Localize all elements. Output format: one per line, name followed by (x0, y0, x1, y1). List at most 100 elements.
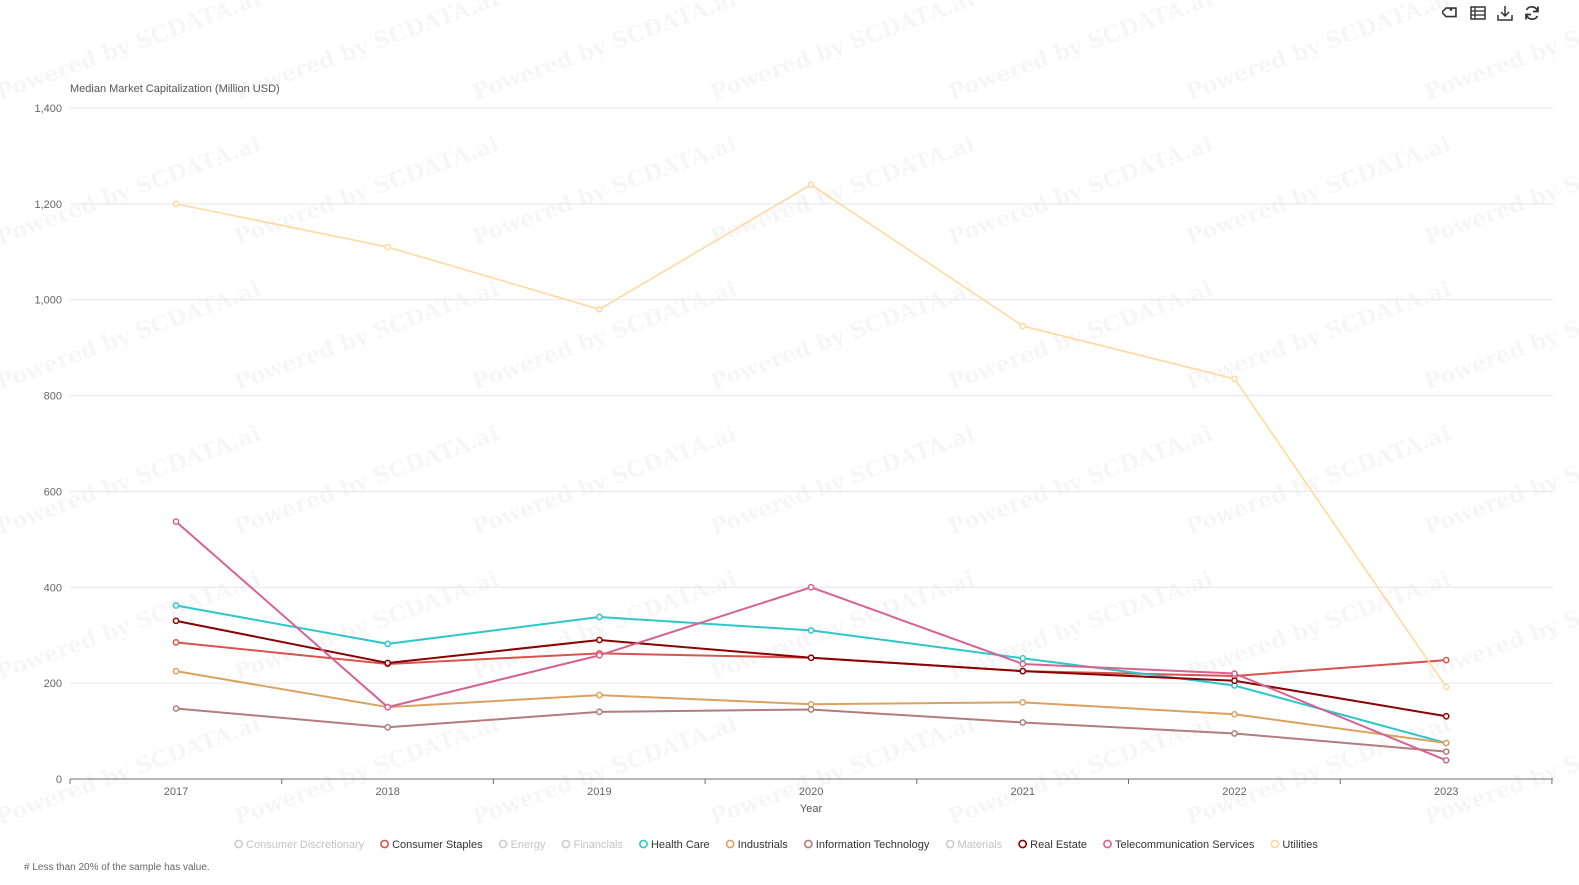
legend-label: Financials (573, 839, 623, 851)
data-view-icon[interactable] (1469, 4, 1487, 22)
data-point (1442, 739, 1450, 747)
legend-label: Real Estate (1030, 839, 1087, 851)
legend: Consumer Discretionary Consumer Staples En… (234, 839, 1318, 851)
data-point (384, 659, 392, 667)
legend-item-energy[interactable]: Energy (498, 839, 546, 851)
footnote: # Less than 20% of the sample has value. (24, 862, 210, 873)
y-tick-label: 1,400 (34, 103, 62, 115)
data-point (596, 651, 603, 659)
series-real-estate (172, 617, 1450, 720)
data-point (1019, 660, 1027, 668)
data-point (1019, 667, 1027, 675)
x-tick-label: 2021 (1011, 786, 1035, 798)
legend-marker (1270, 839, 1280, 849)
legend-marker (234, 839, 244, 849)
series-information-technology (172, 705, 1450, 756)
legend-marker (803, 839, 813, 849)
data-point (384, 703, 392, 711)
legend-marker (1103, 839, 1112, 849)
legend-item-information-technology[interactable]: Information Technology (803, 839, 930, 851)
data-point (384, 723, 392, 731)
data-point (1019, 654, 1027, 662)
x-tick-label: 2018 (375, 786, 399, 798)
legend-item-telecommunication-services[interactable]: Telecommunication Services (1103, 839, 1255, 851)
data-point (807, 583, 815, 591)
x-tick-label: 2017 (164, 786, 188, 798)
series-telecommunication-services (172, 518, 1450, 764)
grid-lines (70, 107, 1553, 684)
data-point (1231, 730, 1238, 737)
x-axis-label: Year (800, 803, 823, 815)
legend-label: Energy (511, 839, 546, 851)
data-point (807, 181, 815, 189)
series-utilities (172, 181, 1450, 691)
x-axis: 2017 2018 2019 2020 2021 2022 2023 (69, 778, 1553, 798)
y-tick-label: 400 (44, 582, 62, 594)
series-lines (172, 181, 1450, 764)
data-point (1231, 670, 1238, 677)
y-tick-label: 0 (56, 774, 62, 786)
legend-item-real-estate[interactable]: Real Estate (1018, 839, 1087, 851)
legend-label: Telecommunication Services (1115, 839, 1255, 851)
legend-marker (498, 839, 508, 849)
data-point (807, 627, 815, 634)
legend-item-consumer-staples[interactable]: Consumer Staples (380, 839, 483, 851)
series-line (175, 707, 1447, 753)
data-point (1442, 683, 1450, 691)
legend-item-materials[interactable]: Materials (945, 839, 1003, 851)
data-point (596, 305, 603, 313)
refresh-icon[interactable] (1523, 4, 1541, 22)
legend-label: Consumer Staples (392, 839, 483, 851)
legend-item-financials[interactable]: Financials (561, 839, 623, 851)
data-point (596, 708, 603, 716)
data-point (596, 691, 603, 699)
legend-label: Materials (958, 839, 1003, 851)
legend-label: Information Technology (816, 839, 930, 851)
data-point (807, 706, 815, 713)
data-point (1231, 710, 1238, 718)
legend-marker (725, 839, 735, 849)
data-point (384, 640, 392, 648)
data-point (1019, 322, 1027, 330)
legend-marker (1018, 839, 1028, 849)
y-tick-label: 200 (44, 678, 62, 690)
data-point (807, 700, 815, 708)
download-icon[interactable] (1496, 4, 1514, 22)
y-tick-label: 600 (44, 486, 62, 498)
x-tick-label: 2022 (1222, 786, 1246, 798)
data-point (172, 639, 180, 646)
data-point (172, 667, 180, 675)
y-axis-label: Median Market Capitalization (Million US… (70, 83, 280, 95)
data-point (384, 243, 392, 251)
data-point (172, 518, 180, 525)
series-line (175, 183, 1447, 688)
data-point (1442, 712, 1450, 720)
data-point (596, 613, 603, 621)
legend-label: Industrials (738, 839, 789, 851)
legend-marker (380, 839, 390, 849)
tag-icon[interactable] (1442, 4, 1460, 22)
chart-toolbar (1442, 4, 1541, 22)
data-point (1019, 698, 1027, 706)
data-point (1231, 677, 1238, 685)
data-point (1442, 656, 1450, 664)
legend-marker (945, 839, 955, 849)
data-point (1019, 719, 1027, 726)
data-point (172, 705, 180, 712)
legend-item-health-care[interactable]: Health Care (639, 839, 710, 851)
legend-item-industrials[interactable]: Industrials (725, 839, 789, 851)
legend-label: Health Care (651, 839, 710, 851)
data-point (172, 602, 180, 609)
x-tick-label: 2023 (1434, 786, 1458, 798)
legend-item-consumer-discretionary[interactable]: Consumer Discretionary (234, 839, 365, 851)
y-tick-label: 1,000 (34, 295, 62, 307)
series-health-care (172, 602, 1450, 747)
data-point (807, 654, 815, 662)
x-tick-label: 2020 (799, 786, 823, 798)
data-point (1442, 756, 1450, 764)
x-tick-label: 2019 (587, 786, 611, 798)
data-point (596, 636, 603, 644)
legend-item-utilities[interactable]: Utilities (1270, 839, 1318, 851)
y-tick-label: 1,200 (34, 199, 62, 211)
